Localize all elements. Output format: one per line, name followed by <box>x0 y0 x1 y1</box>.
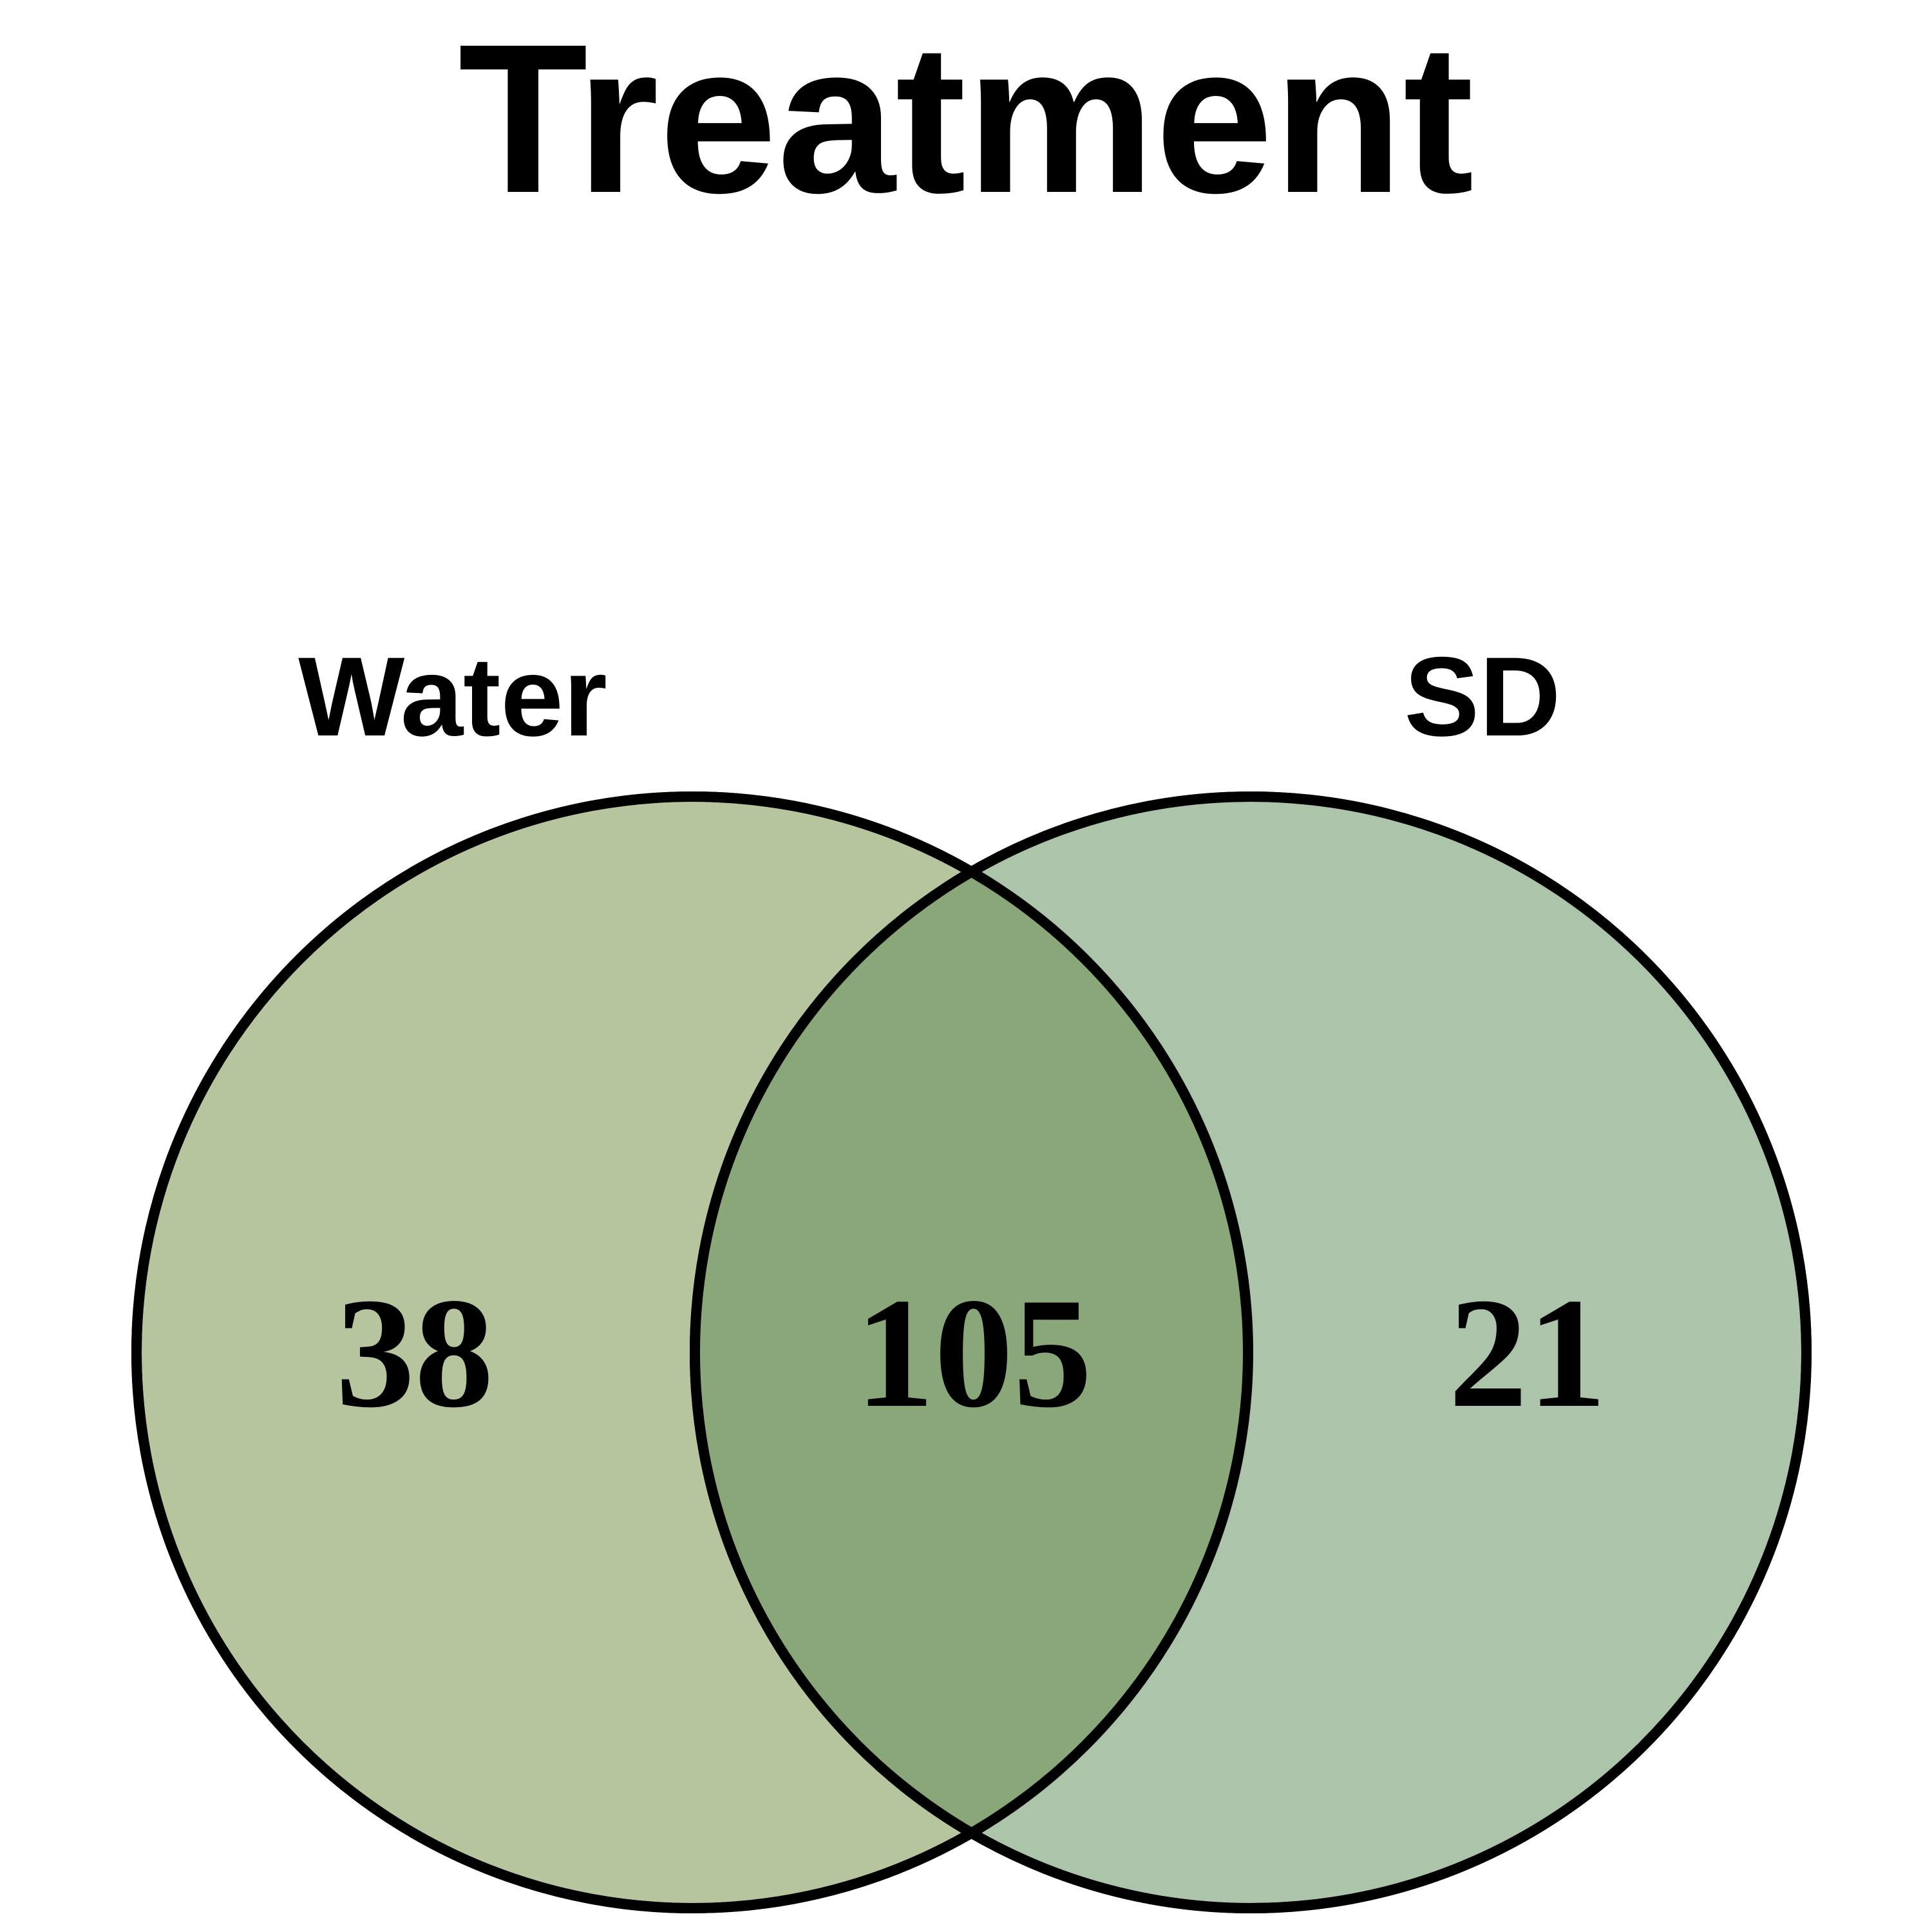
sd-set-label: SD <box>1404 634 1560 760</box>
intersection-region <box>695 797 1248 1908</box>
sd-only-count: 21 <box>1449 1265 1607 1440</box>
water-only-count: 38 <box>336 1265 494 1440</box>
sd-set-outline <box>690 791 1812 1913</box>
diagram-title: Treatment <box>458 0 1473 237</box>
intersection-count: 105 <box>855 1265 1092 1440</box>
water-set-label: Water <box>298 634 607 760</box>
water-set-outline <box>131 791 1253 1913</box>
